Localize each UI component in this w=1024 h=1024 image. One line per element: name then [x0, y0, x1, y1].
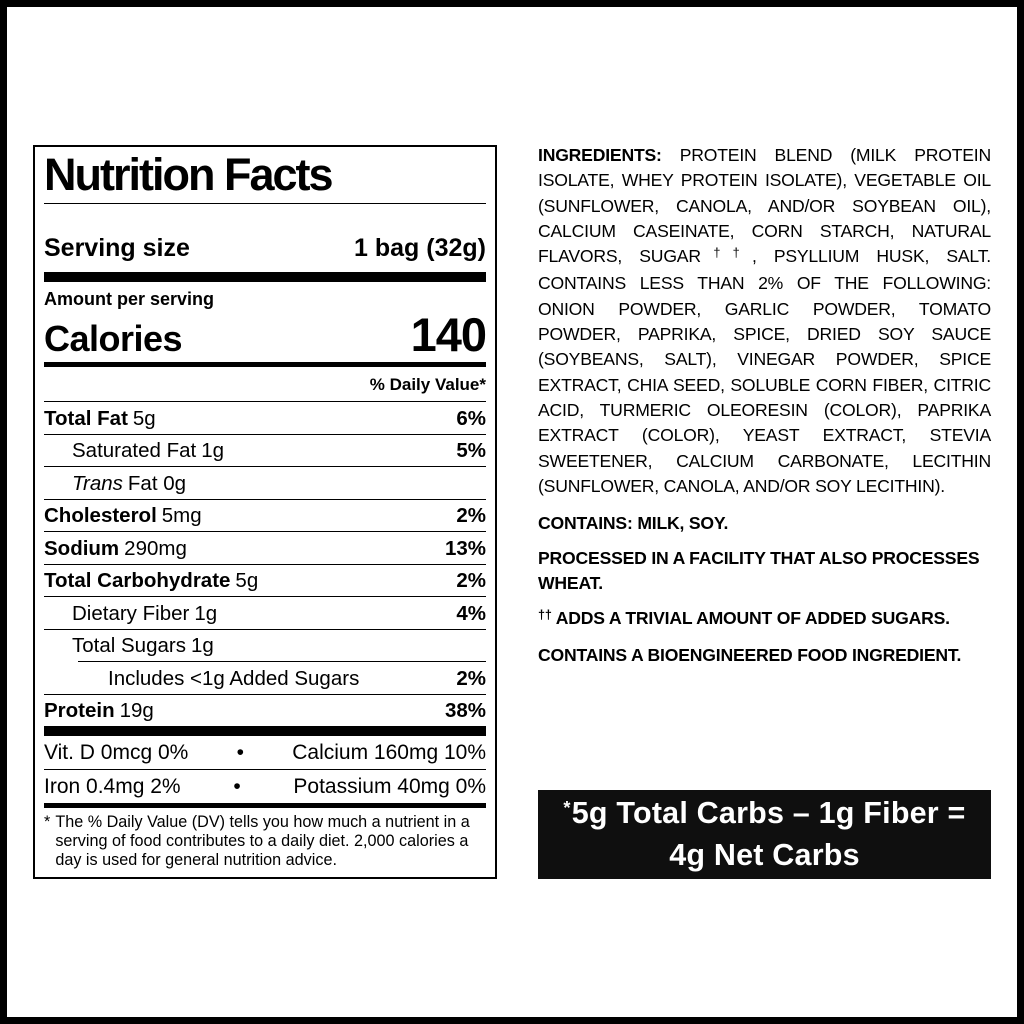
net-carbs-box: *5g Total Carbs – 1g Fiber = 4g Net Carb…	[538, 790, 991, 879]
micronutrient-rows: Vit. D 0mcg 0% • Calcium 160mg 10% Iron …	[44, 736, 486, 803]
nutrient-dv: 2%	[456, 504, 486, 528]
net-carbs-line2: 4g Net Carbs	[669, 838, 860, 872]
nutrient-row-total-carbohydrate: Total Carbohydrate 5g 2%	[44, 563, 486, 597]
daily-value-footnote: * The % Daily Value (DV) tells you how m…	[44, 808, 486, 869]
vitamin-left: Iron 0.4mg 2%	[44, 775, 181, 799]
ingredients-text-1: PROTEIN BLEND (MILK PROTEIN ISOLATE, WHE…	[538, 145, 991, 267]
facility-note: PROCESSED IN A FACILITY THAT ALSO PROCES…	[538, 548, 980, 594]
nutrient-row-sodium: Sodium 290mg 13%	[44, 531, 486, 564]
footnote-asterisk: *	[44, 813, 51, 832]
nutrient-amount: 5g	[132, 406, 156, 430]
vitamin-right: Calcium 160mg 10%	[292, 741, 486, 765]
nutrient-row-saturated-fat: Saturated Fat 1g 5%	[44, 433, 486, 467]
nutrient-row-added-sugars: Includes <1g Added Sugars 2%	[78, 661, 486, 694]
ingredients-paragraph: INGREDIENTS: PROTEIN BLEND (MILK PROTEIN…	[538, 143, 991, 499]
nutrient-amount: 290mg	[124, 536, 187, 560]
vitamin-right: Potassium 40mg 0%	[293, 775, 486, 799]
calories-value: 140	[410, 308, 487, 362]
nutrient-name: Cholesterol	[44, 504, 157, 528]
vitamin-left: Vit. D 0mcg 0%	[44, 741, 189, 765]
ingredients-lead: INGREDIENTS:	[538, 145, 662, 165]
amount-per-serving-label: Amount per serving	[44, 289, 215, 310]
nutrient-row-dietary-fiber: Dietary Fiber 1g 4%	[44, 596, 486, 629]
ingredients-text-2: , PSYLLIUM HUSK, SALT. CONTAINS LESS THA…	[538, 246, 991, 496]
nutrient-row-total-sugars: Total Sugars 1g	[44, 628, 486, 662]
double-dagger-mark: ††	[538, 608, 552, 623]
footnote-text: The % Daily Value (DV) tells you how muc…	[55, 813, 470, 869]
thick-divider	[44, 726, 486, 737]
nutrient-dv: 13%	[444, 536, 486, 560]
double-dagger-mark: ††	[700, 246, 752, 261]
nutrient-row-cholesterol: Cholesterol 5mg 2%	[44, 498, 486, 532]
medium-divider	[44, 362, 486, 368]
nutrient-name: Total Sugars	[72, 634, 186, 658]
calories-label: Calories	[44, 318, 183, 360]
nutrient-name: Protein	[44, 699, 115, 723]
daily-value-header: % Daily Value*	[369, 375, 486, 395]
bullet-separator: •	[236, 741, 244, 765]
thick-divider	[44, 272, 486, 283]
nutrient-amount: 1g	[190, 634, 214, 658]
nutrient-name: Sodium	[44, 536, 120, 560]
added-sugars-note: †† ADDS A TRIVIAL AMOUNT OF ADDED SUGARS…	[538, 606, 991, 633]
nutrient-dv: 6%	[456, 406, 486, 430]
panel-title: Nutrition Facts	[44, 149, 334, 200]
nutrient-name: Total Fat	[44, 406, 128, 430]
added-sugars-text: ADDS A TRIVIAL AMOUNT OF ADDED SUGARS.	[555, 608, 950, 629]
nutrient-name: Includes <1g Added Sugars	[108, 666, 360, 690]
nutrition-facts-panel: Nutrition Facts Serving size 1 bag (32g)…	[33, 145, 497, 879]
nutrient-name: Trans	[72, 471, 123, 495]
ingredients-section: INGREDIENTS: PROTEIN BLEND (MILK PROTEIN…	[538, 143, 991, 668]
nutrient-amount: 5mg	[161, 504, 202, 528]
serving-size-row: Serving size 1 bag (32g)	[44, 234, 486, 263]
nutrient-amount: 1g	[201, 439, 225, 463]
nutrient-dv: 5%	[456, 439, 486, 463]
serving-size-label: Serving size	[44, 234, 190, 263]
vitamin-row-1: Vit. D 0mcg 0% • Calcium 160mg 10%	[44, 736, 486, 769]
nutrient-dv: 38%	[444, 699, 486, 723]
nutrient-name: Dietary Fiber	[72, 601, 190, 625]
nutrient-row-protein: Protein 19g 38%	[44, 693, 486, 727]
nutrient-dv: 4%	[456, 601, 486, 625]
calories-row: Calories 140	[44, 307, 487, 362]
contains-note: CONTAINS: MILK, SOY.	[538, 513, 729, 534]
vitamin-row-2: Iron 0.4mg 2% • Potassium 40mg 0%	[44, 769, 486, 803]
bioengineered-note: CONTAINS A BIOENGINEERED FOOD INGREDIENT…	[538, 645, 962, 666]
nutrient-row-total-fat: Total Fat 5g 6%	[44, 401, 486, 434]
medium-divider	[44, 803, 486, 809]
nutrient-rows: Total Fat 5g 6% Saturated Fat 1g 5% Trans F…	[44, 401, 486, 726]
divider	[44, 203, 486, 205]
nutrient-amount: 19g	[119, 699, 154, 723]
nutrient-amount: Fat 0g	[127, 471, 187, 495]
nutrient-dv: 2%	[456, 666, 486, 690]
nutrient-amount: 1g	[194, 601, 218, 625]
nutrient-name: Saturated Fat	[72, 439, 197, 463]
nutrient-dv: 2%	[456, 569, 486, 593]
bullet-separator: •	[233, 775, 241, 799]
nutrient-name: Total Carbohydrate	[44, 569, 231, 593]
serving-size-value: 1 bag (32g)	[354, 234, 486, 263]
nutrient-amount: 5g	[235, 569, 259, 593]
allergen-notes: CONTAINS: MILK, SOY. PROCESSED IN A FACI…	[538, 511, 991, 668]
net-carbs-line1: *5g Total Carbs – 1g Fiber =	[563, 794, 965, 836]
net-carbs-asterisk: *	[563, 796, 571, 818]
net-carbs-equation: 5g Total Carbs – 1g Fiber =	[571, 796, 966, 830]
nutrient-row-trans-fat: Trans Fat 0g	[44, 466, 486, 499]
